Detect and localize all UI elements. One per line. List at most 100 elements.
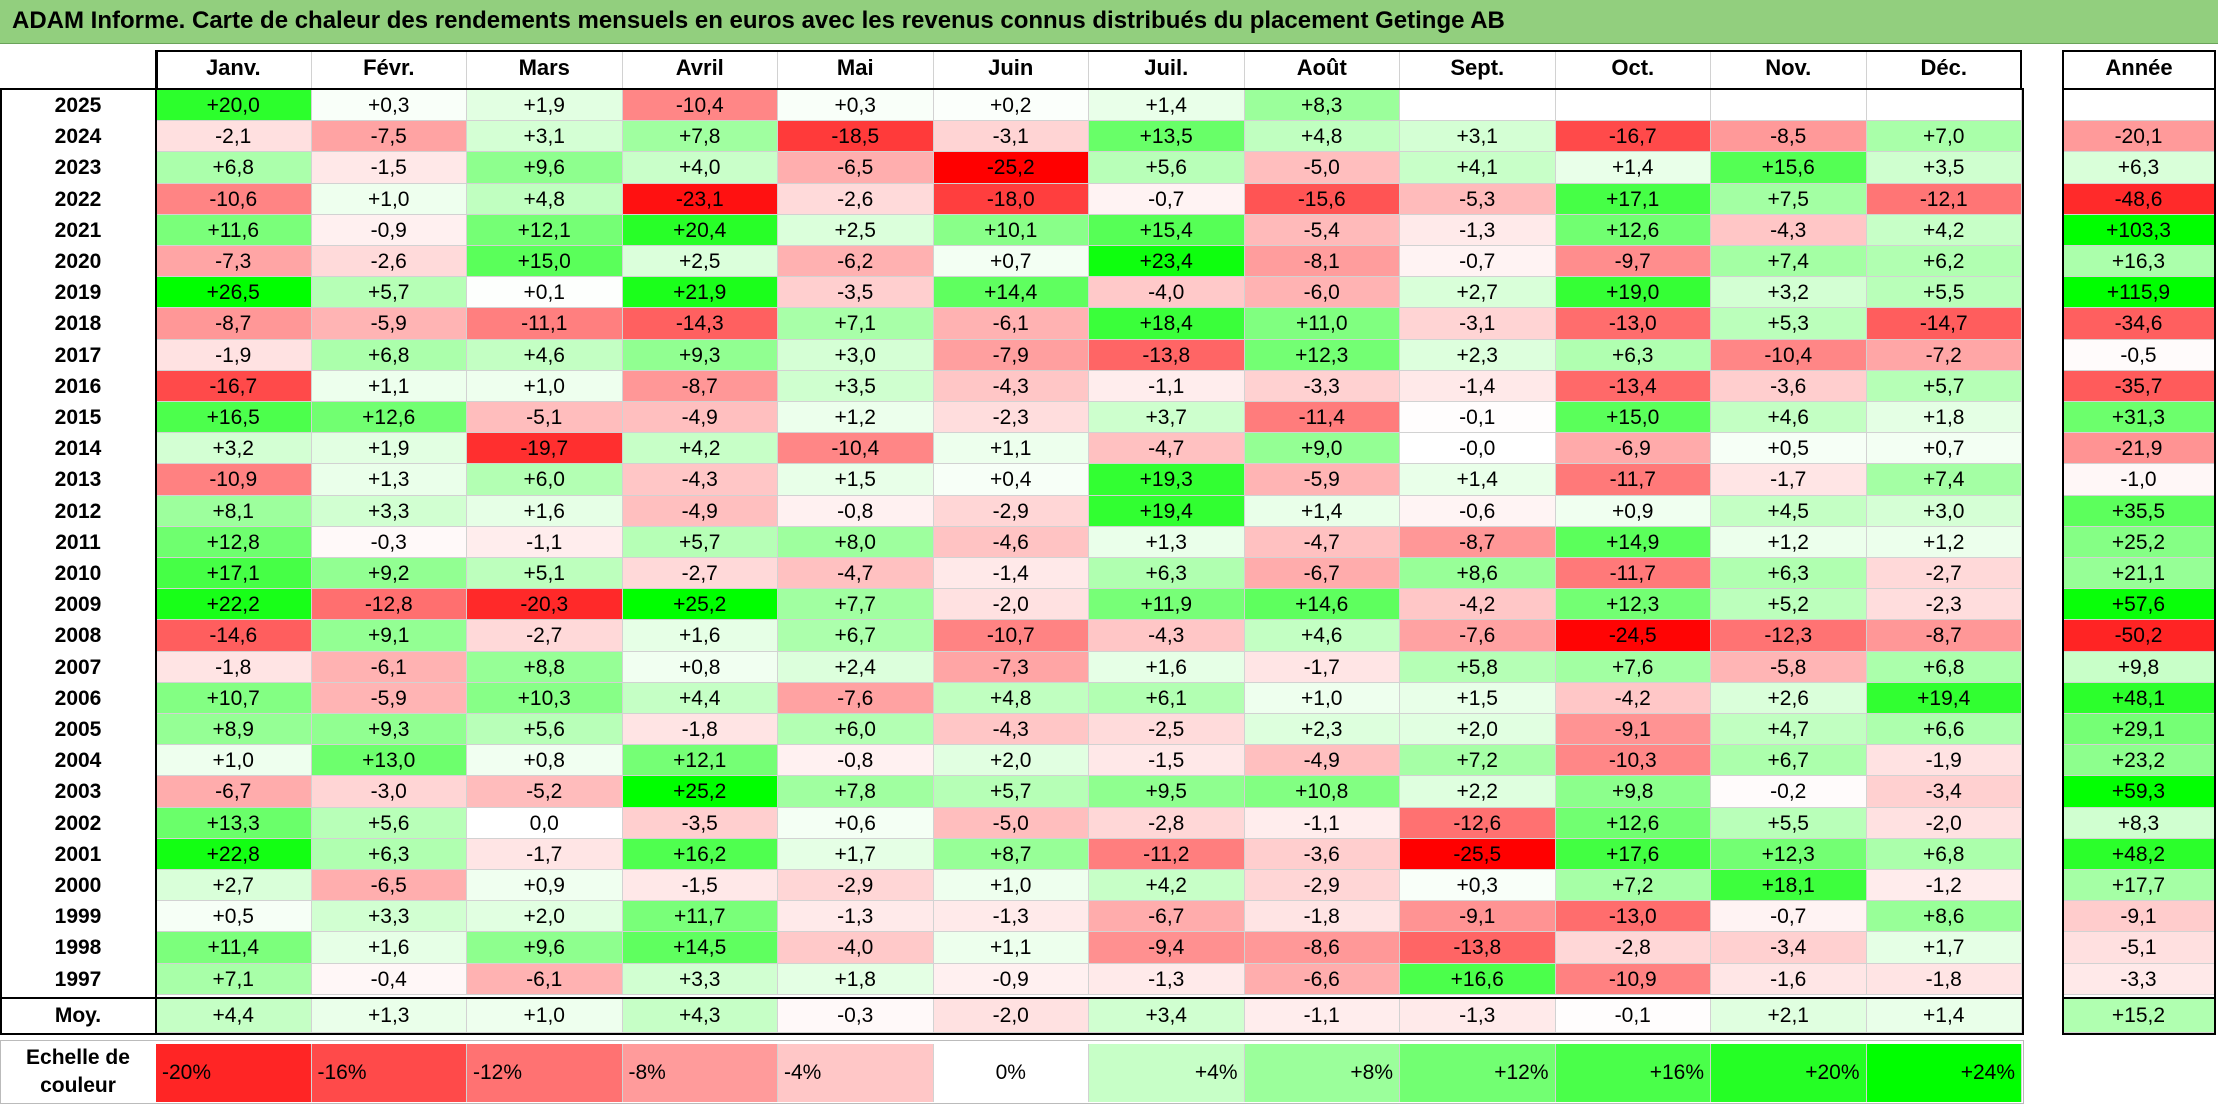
heatmap-cell: +9,6 bbox=[467, 932, 623, 964]
heatmap-cell: -5,9 bbox=[1244, 464, 1400, 496]
heatmap-cell: -12,1 bbox=[1866, 183, 2022, 215]
heatmap-cell: +1,6 bbox=[467, 495, 623, 527]
annual-cell: +6,3 bbox=[2062, 152, 2216, 184]
heatmap-cell: +15,6 bbox=[1711, 152, 1867, 184]
heatmap-cell: -11,2 bbox=[1089, 838, 1245, 870]
heatmap-cell: -1,1 bbox=[1244, 807, 1400, 839]
heatmap-cell: +9,5 bbox=[1089, 776, 1245, 808]
heatmap-cell: +4,6 bbox=[1711, 402, 1867, 434]
heatmap-cell: +1,3 bbox=[311, 464, 467, 496]
heatmap-cell: +4,8 bbox=[933, 682, 1089, 714]
heatmap-cell: -0,9 bbox=[933, 963, 1089, 995]
year-label: 2000 bbox=[54, 874, 102, 897]
heatmap-cell: -5,8 bbox=[1711, 651, 1867, 683]
heatmap-cell: -2,9 bbox=[933, 495, 1089, 527]
heatmap-cell: +2,7 bbox=[156, 870, 312, 902]
heatmap-cell: +5,1 bbox=[467, 558, 623, 590]
heatmap-cell: +7,1 bbox=[156, 963, 312, 995]
year-label: 2014 bbox=[54, 437, 102, 461]
heatmap-cell: -2,7 bbox=[622, 558, 778, 590]
average-cell: -1,1 bbox=[1244, 998, 1400, 1033]
heatmap-cell: +5,7 bbox=[622, 526, 778, 558]
heatmap-cell: -2,9 bbox=[1244, 870, 1400, 902]
average-cell: +3,4 bbox=[1089, 998, 1245, 1033]
heatmap-cell: +9,1 bbox=[311, 620, 467, 652]
heatmap-cell: -0,8 bbox=[778, 745, 934, 777]
heatmap-cell: -5,0 bbox=[933, 807, 1089, 839]
heatmap-cell: -11,1 bbox=[467, 308, 623, 340]
heatmap-cell: -1,1 bbox=[467, 526, 623, 558]
heatmap-cell: -24,5 bbox=[1555, 620, 1711, 652]
heatmap-cell: +8,1 bbox=[156, 495, 312, 527]
heatmap-cell: -12,3 bbox=[1711, 620, 1867, 652]
heatmap-cell bbox=[1866, 90, 2022, 122]
average-cell: +4,3 bbox=[622, 998, 778, 1033]
heatmap-cell: +25,2 bbox=[622, 589, 778, 621]
heatmap-cell: -1,4 bbox=[933, 558, 1089, 590]
heatmap-cell: +2,7 bbox=[1400, 277, 1556, 309]
heatmap-cell: +26,5 bbox=[156, 277, 312, 309]
annual-cell: -35,7 bbox=[2062, 370, 2216, 402]
heatmap-cell: +0,6 bbox=[778, 807, 934, 839]
average-cell: +1,4 bbox=[1866, 998, 2022, 1033]
heatmap-cell: -11,7 bbox=[1555, 464, 1711, 496]
heatmap-cell: -8,6 bbox=[1244, 932, 1400, 964]
annual-cell: +31,3 bbox=[2062, 402, 2216, 434]
heatmap-cell: -9,1 bbox=[1555, 714, 1711, 746]
heatmap-cell: -11,4 bbox=[1244, 402, 1400, 434]
heatmap-cell: +5,7 bbox=[311, 277, 467, 309]
heatmap-cell: -6,6 bbox=[1244, 963, 1400, 995]
month-header: Juin bbox=[934, 52, 1089, 88]
year-label: 2020 bbox=[54, 250, 102, 273]
heatmap-cell: -4,3 bbox=[622, 464, 778, 496]
page-title: ADAM Informe. Carte de chaleur des rende… bbox=[12, 7, 1505, 34]
month-header: Mars bbox=[467, 52, 623, 88]
heatmap-cell: +2,3 bbox=[1244, 714, 1400, 746]
heatmap-cell: +9,0 bbox=[1244, 433, 1400, 465]
heatmap-cell: +1,4 bbox=[1400, 464, 1556, 496]
heatmap-cell: +6,0 bbox=[467, 464, 623, 496]
heatmap-cell: -1,6 bbox=[1711, 963, 1867, 995]
heatmap-cell: -15,6 bbox=[1244, 183, 1400, 215]
annual-cell: -48,6 bbox=[2062, 183, 2216, 215]
heatmap-cell: -5,9 bbox=[311, 682, 467, 714]
heatmap-cell: +23,4 bbox=[1089, 246, 1245, 278]
year-label: 2012 bbox=[54, 499, 102, 523]
month-header: Oct. bbox=[1556, 52, 1711, 88]
heatmap-cell: -6,5 bbox=[778, 152, 934, 184]
heatmap-cell: +12,6 bbox=[311, 402, 467, 434]
average-cell: +2,1 bbox=[1711, 998, 1867, 1033]
annual-cell: +25,2 bbox=[2062, 526, 2216, 558]
heatmap-cell: +9,2 bbox=[311, 558, 467, 590]
heatmap-cell: -18,0 bbox=[933, 183, 1089, 215]
heatmap-cell: -2,0 bbox=[1866, 807, 2022, 839]
heatmap-cell: +12,3 bbox=[1244, 339, 1400, 371]
heatmap-cell: +0,5 bbox=[156, 901, 312, 933]
heatmap-cell: -0,7 bbox=[1711, 901, 1867, 933]
color-scale-cell: -12% bbox=[467, 1044, 623, 1102]
heatmap-cell: -1,1 bbox=[1089, 370, 1245, 402]
heatmap-cell: +10,7 bbox=[156, 682, 312, 714]
heatmap-cell: -4,3 bbox=[1089, 620, 1245, 652]
heatmap-cell: +4,2 bbox=[1089, 870, 1245, 902]
heatmap-cell: +5,3 bbox=[1711, 308, 1867, 340]
annual-cell: +35,5 bbox=[2062, 495, 2216, 527]
heatmap-cell: -3,5 bbox=[622, 807, 778, 839]
heatmap-cell: +6,1 bbox=[1089, 682, 1245, 714]
heatmap-cell: -0,9 bbox=[311, 214, 467, 246]
heatmap-cell: +4,2 bbox=[1866, 214, 2022, 246]
heatmap-cell: -0,7 bbox=[1089, 183, 1245, 215]
heatmap-cell: -6,2 bbox=[778, 246, 934, 278]
heatmap-cell: -5,3 bbox=[1400, 183, 1556, 215]
average-cell: -0,1 bbox=[1555, 998, 1711, 1033]
heatmap-cell: -20,3 bbox=[467, 589, 623, 621]
heatmap-cell: -3,1 bbox=[1400, 308, 1556, 340]
heatmap-cell: -2,7 bbox=[1866, 558, 2022, 590]
heatmap-cell: +19,4 bbox=[1866, 682, 2022, 714]
heatmap-cell: +5,6 bbox=[311, 807, 467, 839]
annual-cell: -34,6 bbox=[2062, 308, 2216, 340]
heatmap-cell: +8,6 bbox=[1400, 558, 1556, 590]
annual-cell: -5,1 bbox=[2062, 932, 2216, 964]
year-label: 2013 bbox=[54, 468, 102, 492]
heatmap-cell: -3,4 bbox=[1866, 776, 2022, 808]
